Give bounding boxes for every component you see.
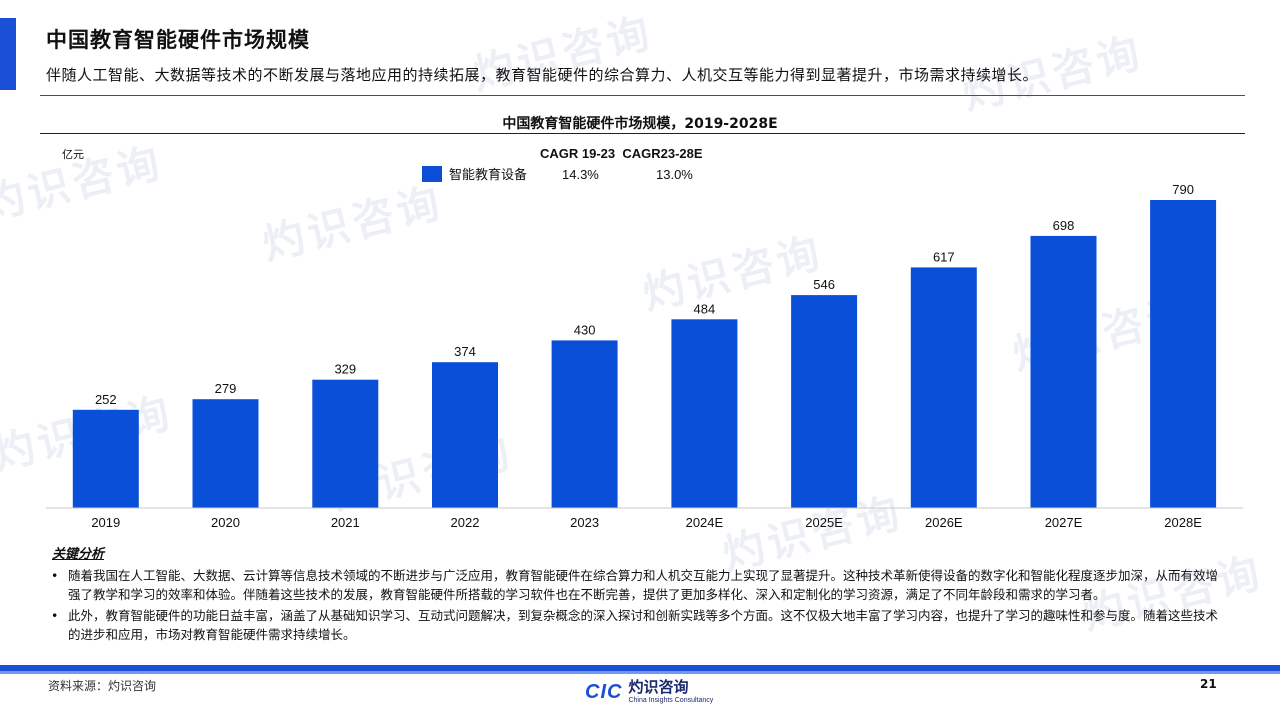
page-subtitle: 伴随人工智能、大数据等技术的不断发展与落地应用的持续拓展，教育智能硬件的综合算力… (46, 66, 1039, 84)
analysis-point: 随着我国在人工智能、大数据、云计算等信息技术领域的不断进步与广泛应用，教育智能硬… (48, 566, 1218, 604)
data-label-2027E: 698 (1053, 218, 1075, 233)
source-note: 资料来源：灼识咨询 (48, 679, 157, 693)
data-label-2022: 374 (454, 344, 476, 359)
bar-2021 (312, 379, 379, 508)
x-tick-label-2024E: 2024E (686, 515, 724, 530)
chart-title-divider (40, 133, 1245, 134)
x-tick-label-2023: 2023 (570, 515, 599, 530)
data-label-2025E: 546 (813, 277, 835, 292)
bar-2023 (551, 340, 618, 508)
bar-2026E (910, 267, 977, 508)
cic-logo-en: China Insights Consultancy (628, 697, 714, 704)
data-label-2028E: 790 (1172, 182, 1194, 197)
bar-2028E (1150, 200, 1217, 508)
x-tick-label-2022: 2022 (451, 515, 480, 530)
analysis-point: 此外，教育智能硬件的功能日益丰富，涵盖了从基础知识学习、互动式问题解决，到复杂概… (48, 606, 1218, 644)
x-tick-label-2019: 2019 (91, 515, 120, 530)
cic-logo-mark: CIC (585, 680, 623, 703)
analysis-list: 随着我国在人工智能、大数据、云计算等信息技术领域的不断进步与广泛应用，教育智能硬… (48, 566, 1218, 646)
x-tick-label-2020: 2020 (211, 515, 240, 530)
cagr-value-23-28: 13.0% (656, 167, 693, 182)
bar-chart: 亿元 CAGR 19-23 CAGR23-28E 智能教育设备 14.3% 13… (46, 146, 1243, 530)
cic-logo-cn: 灼识咨询 (628, 678, 689, 696)
bar-2019 (72, 409, 139, 508)
legend-label: 智能教育设备 (449, 167, 527, 183)
data-label-2019: 252 (95, 392, 117, 407)
cagr-header: CAGR 19-23 CAGR23-28E (540, 146, 703, 161)
data-label-2024E: 484 (694, 301, 716, 316)
data-label-2021: 329 (334, 362, 356, 377)
footer-band-light (0, 671, 1280, 674)
analysis-title: 关键分析 (52, 547, 105, 562)
page-title: 中国教育智能硬件市场规模 (46, 28, 310, 52)
x-tick-label-2026E: 2026E (925, 515, 963, 530)
bar-2024E (671, 319, 738, 508)
x-tick-label-2021: 2021 (331, 515, 360, 530)
cagr-value-19-23: 14.3% (562, 167, 599, 182)
bar-2022 (432, 362, 498, 508)
title-accent-bar (0, 18, 16, 90)
page-number: 21 (1200, 677, 1217, 691)
data-label-2020: 279 (215, 381, 237, 396)
header-divider (40, 95, 1245, 96)
footer-band (0, 665, 1280, 671)
data-label-2026E: 617 (933, 249, 955, 264)
bar-2025E (791, 295, 858, 508)
bar-2027E (1030, 235, 1097, 508)
y-axis-unit-label: 亿元 (62, 148, 84, 161)
legend-swatch (422, 166, 442, 182)
x-tick-label-2025E: 2025E (805, 515, 843, 530)
x-tick-label-2028E: 2028E (1164, 515, 1202, 530)
bar-2020 (192, 399, 259, 508)
cic-logo: CIC 灼识咨询 China Insights Consultancy (585, 678, 714, 705)
x-tick-label-2027E: 2027E (1045, 515, 1083, 530)
bars-group: 252 2019 279 2020 329 2021 374 2022 430 2023 484 20… (72, 182, 1217, 530)
data-label-2023: 430 (574, 322, 596, 337)
chart-title: 中国教育智能硬件市场规模，2019-2028E (502, 116, 778, 132)
